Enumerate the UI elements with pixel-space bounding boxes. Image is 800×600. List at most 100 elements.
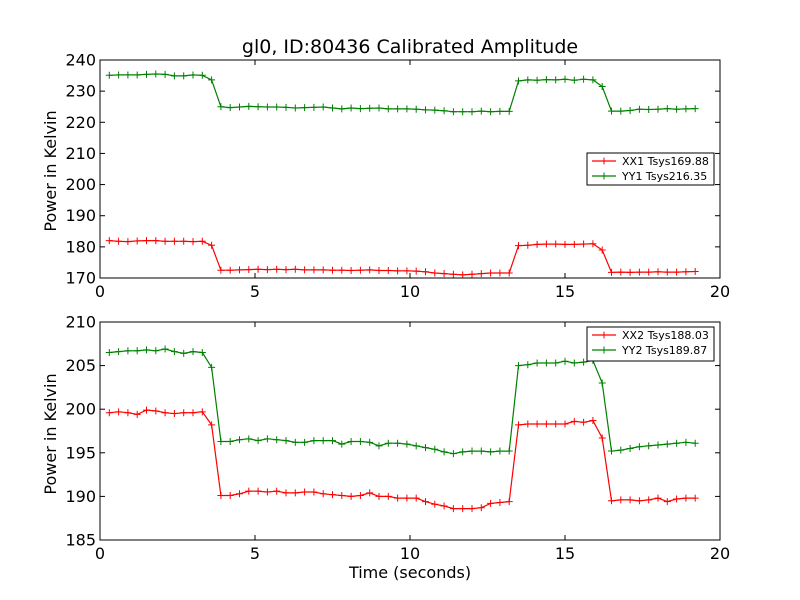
chart-bottom-x-tick-label: 10 xyxy=(400,544,420,563)
chart-top-series-1-point xyxy=(673,268,681,276)
chart-top-series-1-point xyxy=(394,267,402,275)
chart-top-series-2-point xyxy=(552,76,560,84)
chart-top-series-2-point xyxy=(422,106,429,114)
chart-bottom-x-tick-label: 5 xyxy=(250,544,260,563)
chart-bottom-series-2-point xyxy=(626,444,634,452)
chart-top-series-2-point xyxy=(449,108,457,116)
chart-top-series-2-point xyxy=(403,105,411,113)
chart-bottom-series-1-point xyxy=(552,420,560,428)
chart-top-series-2-point xyxy=(487,108,495,116)
chart-bottom-x-tick-label: 0 xyxy=(95,544,105,563)
chart-top-series-1-point xyxy=(282,266,290,274)
chart-bottom-xlabel: Time (seconds) xyxy=(348,563,471,582)
chart-bottom-series-2-point xyxy=(663,440,671,448)
chart-top-series-1-point xyxy=(161,237,169,245)
chart-top-series-1-point xyxy=(468,270,476,278)
chart-top-series-1-point xyxy=(412,267,420,275)
chart-top-y-tick-label: 190 xyxy=(65,206,96,225)
chart-top-series-1-point xyxy=(487,269,495,277)
chart-top-series-2-point xyxy=(198,71,206,79)
chart-bottom-series-1-point xyxy=(366,489,374,497)
chart-top-series-1-point xyxy=(608,268,615,276)
chart-bottom-series-1-point xyxy=(468,505,476,513)
chart-bottom-y-tick-label: 190 xyxy=(65,487,96,506)
chart-bottom-series-2-point xyxy=(645,442,653,450)
chart-bottom-series-1-point xyxy=(329,491,336,499)
chart-bottom-series-2-point xyxy=(570,359,578,367)
chart-top-series-2-point xyxy=(245,102,253,110)
chart-top-series-2-point xyxy=(375,104,383,112)
chart-top-series-2-point xyxy=(170,72,178,80)
chart-top-y-tick-label: 240 xyxy=(65,51,96,70)
chart-bottom-series-2-point xyxy=(440,448,448,456)
chart-top-series-1-point xyxy=(115,237,123,245)
chart-top-series-1-point xyxy=(580,240,588,248)
chart-bottom-legend-label-2: YY2 Tsys189.87 xyxy=(621,344,707,357)
chart-top-axes-frame xyxy=(99,59,721,279)
chart-top-series-2-point xyxy=(180,72,188,80)
chart-top-y-tick-label: 200 xyxy=(65,175,96,194)
chart-top-series-2-point xyxy=(570,76,578,84)
chart-top-series-2-point xyxy=(115,71,123,79)
chart-top-plot-area: 0 5 10 15 20 170 180 190 200 210 220 230 240 xyxy=(65,51,730,302)
chart-top-series-1-point xyxy=(263,266,271,274)
chart-top-series-1-point xyxy=(338,266,346,274)
chart-top-x-tick-label: 15 xyxy=(555,282,575,301)
chart-top-series-1-point xyxy=(533,240,541,248)
chart-bottom-series-1-point xyxy=(617,496,625,504)
chart-top-series-2-point xyxy=(263,103,271,111)
chart-bottom-series-2-point xyxy=(189,348,197,356)
chart-bottom-series-2-point xyxy=(124,347,132,355)
chart-bottom-series-2-point xyxy=(245,435,253,443)
chart-top-series-2-point xyxy=(319,103,327,111)
chart-bottom-series-2-point xyxy=(422,444,429,452)
chart-bottom-series-2-point xyxy=(403,440,411,448)
chart-top-series-1-point xyxy=(133,237,141,245)
chart-bottom-series-2-point xyxy=(552,359,560,367)
chart-bottom-series-2-point xyxy=(133,347,141,355)
chart-bottom-series-1-point xyxy=(663,498,671,506)
chart-bottom-series-1-point xyxy=(152,407,160,415)
chart-bottom-series-1-point xyxy=(394,494,402,502)
chart-top-series-1-point xyxy=(236,266,243,274)
chart-bottom-series-1-point xyxy=(226,492,234,500)
chart-top-y-tick-label: 210 xyxy=(65,144,96,163)
chart-bottom-series-2-point xyxy=(236,436,243,444)
chart-bottom-series-1-point xyxy=(124,409,132,417)
chart-bottom-series-2-point xyxy=(143,346,150,354)
chart-top-series-2-point xyxy=(635,105,643,113)
chart-bottom-series-1-point xyxy=(282,489,290,497)
chart-bottom-series-1-point xyxy=(170,410,178,418)
chart-top-series-1-point xyxy=(617,268,625,276)
chart-bottom-y-tick-label: 210 xyxy=(65,313,96,332)
chart-top-series-2-point xyxy=(412,105,420,113)
chart-top-series-2-point xyxy=(394,105,402,113)
chart-top-x-tick-label: 10 xyxy=(400,282,420,301)
chart-top-y-tick-label: 230 xyxy=(65,82,96,101)
chart-bottom-series-line-1 xyxy=(109,409,696,510)
chart-top-series-2-point xyxy=(217,103,225,111)
chart-bottom-series-1-point xyxy=(449,505,457,513)
chart-bottom-series-1-point xyxy=(217,492,225,500)
chart-bottom-series-2-point xyxy=(170,348,178,356)
chart-top-title: gl0, ID:80436 Calibrated Amplitude xyxy=(242,36,578,58)
chart-bottom-series-2-point xyxy=(291,438,299,446)
chart-bottom-series-1-point xyxy=(105,409,113,417)
chart-bottom-series-2-point xyxy=(115,348,123,356)
chart-top-series-1-point xyxy=(663,268,671,276)
chart-bottom: Power in Kelvin Time (seconds) 0 5 10 15 20 1… xyxy=(41,313,730,583)
chart-bottom-series-1-point xyxy=(319,490,327,498)
chart-top-series-1-point xyxy=(505,269,513,277)
chart-bottom-series-2-point xyxy=(673,439,681,447)
chart-bottom-series-2-point xyxy=(505,447,513,455)
chart-top-series-2-point xyxy=(236,103,243,111)
chart-top-series-1-point xyxy=(105,237,113,245)
chart-top-series-1-point xyxy=(682,268,690,276)
chart-top-legend-box xyxy=(586,152,715,186)
chart-bottom-series-2-point xyxy=(198,349,206,357)
chart-bottom-series-2-point xyxy=(301,438,309,446)
chart-top-series-1-point xyxy=(301,266,309,274)
chart-bottom-series-1-point xyxy=(626,496,634,504)
chart-top-series-2-point xyxy=(329,104,336,112)
